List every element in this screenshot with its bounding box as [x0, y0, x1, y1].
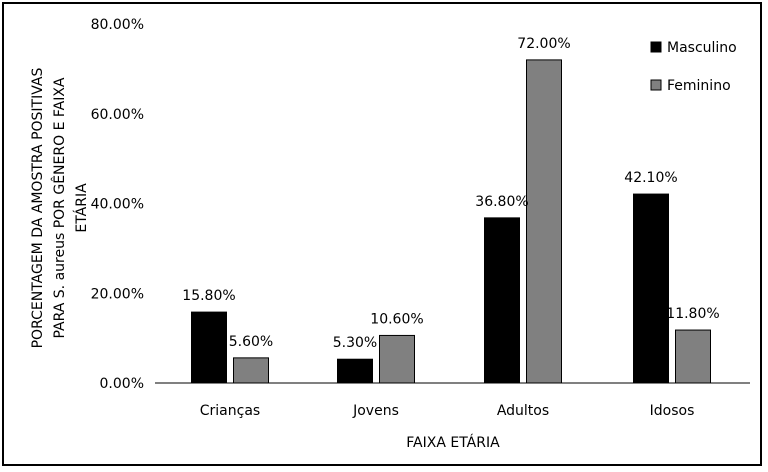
x-tick-label: Crianças	[200, 403, 260, 419]
legend-swatch-masculino	[650, 41, 662, 53]
data-label-feminino-1: 5.60%	[229, 334, 273, 350]
x-axis-title: FAIXA ETÁRIA	[406, 434, 500, 451]
x-tick-label: Jovens	[352, 403, 399, 419]
x-tick-label: Adultos	[497, 403, 549, 419]
bar-masculino-4	[633, 193, 669, 384]
y-tick-label: 20.00%	[91, 286, 144, 302]
bar-feminino-1	[233, 357, 269, 384]
bar-feminino-2	[379, 334, 415, 384]
legend-label-masculino: Masculino	[667, 40, 737, 56]
y-axis-title-line-2: PARA S. aureus POR GÊNERO E FAIXA	[50, 77, 68, 338]
bar-feminino-4	[675, 329, 711, 384]
data-label-masculino-4: 42.10%	[624, 170, 677, 186]
x-tick-label: Idosos	[650, 403, 695, 419]
data-labels-group: 15.80% 5.30% 36.80% 42.10% 5.60% 10.60% 72.00%…	[182, 36, 719, 351]
y-tick-label: 80.00%	[91, 17, 144, 33]
data-label-feminino-4: 11.80%	[666, 306, 719, 322]
legend-swatch-feminino	[650, 79, 662, 91]
legend: Masculino Feminino	[650, 40, 737, 94]
data-label-masculino-1: 15.80%	[182, 288, 235, 304]
y-tick-label: 60.00%	[91, 107, 144, 123]
bar-feminino-3	[526, 59, 562, 384]
y-tick-label: 0.00%	[100, 376, 144, 392]
data-label-feminino-3: 72.00%	[517, 36, 570, 52]
y-tick-labels: 0.00% 20.00% 40.00% 60.00% 80.00%	[91, 17, 144, 392]
y-tick-label: 40.00%	[91, 197, 144, 213]
bars-group	[191, 59, 711, 384]
data-label-masculino-3: 36.80%	[475, 194, 528, 210]
bar-masculino-2	[337, 358, 373, 384]
bar-masculino-1	[191, 311, 227, 384]
y-axis-title-line-3: ETÁRIA	[73, 183, 90, 233]
data-label-feminino-2: 10.60%	[370, 311, 423, 327]
bar-masculino-3	[484, 217, 520, 384]
legend-label-feminino: Feminino	[667, 78, 731, 94]
data-label-masculino-2: 5.30%	[333, 335, 377, 351]
x-tick-labels: Crianças Jovens Adultos Idosos	[200, 403, 695, 419]
y-axis-title-line-1: PORCENTAGEM DA AMOSTRA POSITIVAS	[30, 68, 46, 349]
